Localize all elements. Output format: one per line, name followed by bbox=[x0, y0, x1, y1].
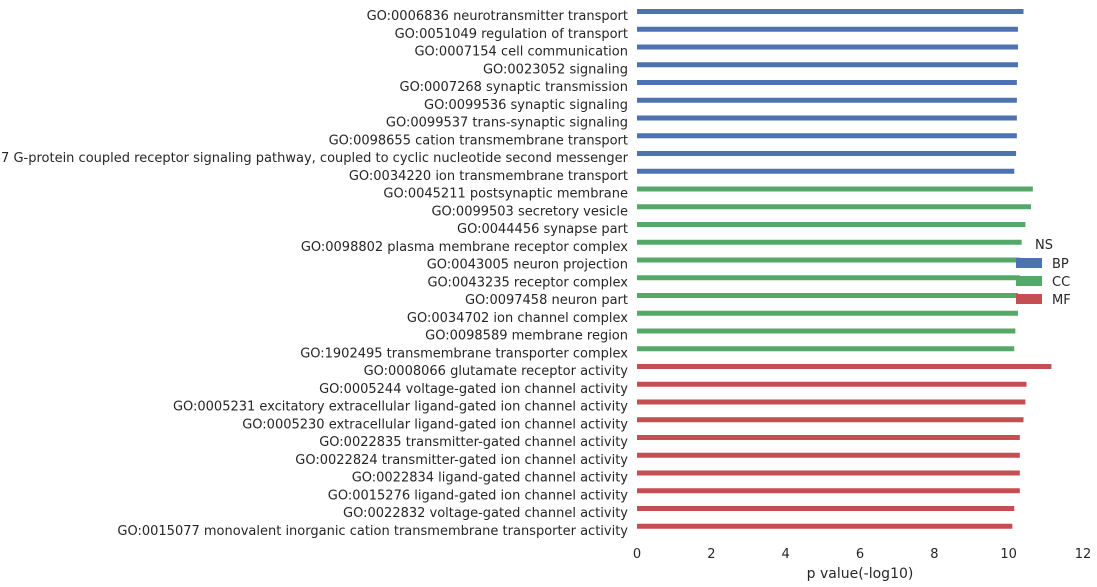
bar-mf-5 bbox=[637, 452, 1020, 458]
legend-title: NS bbox=[1035, 238, 1053, 253]
bar-bp-4 bbox=[637, 80, 1017, 85]
x-tick-label: 4 bbox=[782, 547, 790, 562]
bar-bp-6 bbox=[637, 115, 1017, 121]
bar-mf-6 bbox=[637, 470, 1020, 476]
bar-bp-2 bbox=[637, 44, 1018, 50]
bar-mf-8 bbox=[637, 506, 1015, 511]
bar-mf-4 bbox=[637, 435, 1020, 440]
bar-bp-5 bbox=[637, 97, 1017, 103]
category-label: GO:0007187 G-protein coupled receptor si… bbox=[0, 151, 629, 166]
bar-bp-0 bbox=[637, 9, 1024, 14]
x-tick-label: 6 bbox=[856, 547, 864, 562]
legend-swatch-cc bbox=[1016, 276, 1042, 286]
category-label: GO:0005230 extracellular ligand-gated io… bbox=[242, 417, 628, 432]
legend-label-cc: CC bbox=[1052, 275, 1070, 290]
bar-bp-9 bbox=[637, 168, 1015, 174]
category-label: GO:0051049 regulation of transport bbox=[395, 27, 628, 42]
bar-mf-3 bbox=[637, 417, 1024, 423]
category-label: GO:0044456 synapse part bbox=[457, 222, 628, 237]
legend-label-bp: BP bbox=[1052, 257, 1069, 272]
category-label: GO:0022834 ligand-gated channel activity bbox=[352, 471, 629, 486]
category-label: GO:0099537 trans-synaptic signaling bbox=[386, 116, 628, 131]
legend-swatch-bp bbox=[1016, 258, 1042, 268]
bar-bp-1 bbox=[637, 26, 1018, 32]
category-label: GO:0006836 neurotransmitter transport bbox=[367, 9, 628, 24]
category-label: GO:0045211 postsynaptic membrane bbox=[383, 187, 628, 202]
legend: NS BP CC MF bbox=[1016, 238, 1071, 308]
x-axis-ticks: 0 2 4 6 8 10 12 bbox=[633, 547, 1091, 562]
x-axis-title: p value(-log10) bbox=[807, 566, 914, 582]
bars-layer bbox=[637, 9, 1052, 529]
category-label: GO:0005244 voltage-gated ion channel act… bbox=[319, 382, 628, 397]
bar-cc-0 bbox=[637, 186, 1033, 192]
category-labels: GO:0006836 neurotransmitter transport GO:… bbox=[0, 9, 629, 539]
bar-cc-3 bbox=[637, 239, 1022, 245]
category-label: GO:0097458 neuron part bbox=[465, 293, 628, 308]
bar-cc-9 bbox=[637, 346, 1015, 352]
category-label: GO:0008066 glutamate receptor activity bbox=[364, 364, 629, 379]
bar-cc-7 bbox=[637, 310, 1018, 316]
bar-bp-7 bbox=[637, 133, 1017, 139]
category-label: GO:0022835 transmitter-gated channel act… bbox=[319, 435, 628, 450]
category-label: GO:0015276 ligand-gated ion channel acti… bbox=[328, 488, 629, 503]
x-tick-label: 0 bbox=[633, 547, 641, 562]
category-label: GO:0022824 transmitter-gated ion channel… bbox=[295, 453, 628, 468]
category-label: GO:0034220 ion transmembrane transport bbox=[349, 169, 628, 184]
category-label: GO:0015077 monovalent inorganic cation t… bbox=[117, 524, 628, 539]
bar-bp-8 bbox=[637, 151, 1017, 156]
bar-cc-1 bbox=[637, 204, 1031, 210]
bar-cc-2 bbox=[637, 222, 1026, 227]
legend-swatch-mf bbox=[1016, 294, 1042, 304]
bar-mf-2 bbox=[637, 399, 1026, 405]
x-tick-label: 8 bbox=[930, 547, 938, 562]
bar-cc-5 bbox=[637, 275, 1020, 281]
category-label: GO:0098655 cation transmembrane transpor… bbox=[329, 133, 628, 148]
x-tick-label: 10 bbox=[1000, 547, 1017, 562]
category-label: GO:0099503 secretory vesicle bbox=[431, 204, 628, 219]
category-label: GO:0005231 excitatory extracellular liga… bbox=[173, 400, 628, 415]
category-label: GO:0098802 plasma membrane receptor comp… bbox=[301, 240, 628, 255]
category-label: GO:0043005 neuron projection bbox=[427, 258, 628, 273]
bar-mf-7 bbox=[637, 488, 1020, 494]
category-label: GO:0007268 synaptic transmission bbox=[400, 80, 628, 95]
bar-bp-3 bbox=[637, 62, 1018, 68]
bar-cc-4 bbox=[637, 257, 1020, 263]
category-label: GO:1902495 transmembrane transporter com… bbox=[300, 346, 628, 361]
bar-cc-6 bbox=[637, 293, 1018, 298]
category-label: GO:0022832 voltage-gated channel activit… bbox=[343, 506, 628, 521]
category-label: GO:0007154 cell communication bbox=[414, 45, 628, 60]
legend-label-mf: MF bbox=[1052, 293, 1071, 308]
bar-cc-8 bbox=[637, 328, 1016, 334]
category-label: GO:0023052 signaling bbox=[483, 62, 628, 77]
bar-mf-0 bbox=[637, 364, 1052, 369]
category-label: GO:0043235 receptor complex bbox=[427, 275, 628, 290]
category-label: GO:0098589 membrane region bbox=[425, 329, 628, 344]
x-tick-label: 2 bbox=[707, 547, 715, 562]
category-label: GO:0034702 ion channel complex bbox=[407, 311, 628, 326]
bar-mf-9 bbox=[637, 523, 1013, 529]
category-label: GO:0099536 synaptic signaling bbox=[424, 98, 628, 113]
bar-mf-1 bbox=[637, 381, 1027, 387]
x-tick-label: 12 bbox=[1075, 547, 1092, 562]
